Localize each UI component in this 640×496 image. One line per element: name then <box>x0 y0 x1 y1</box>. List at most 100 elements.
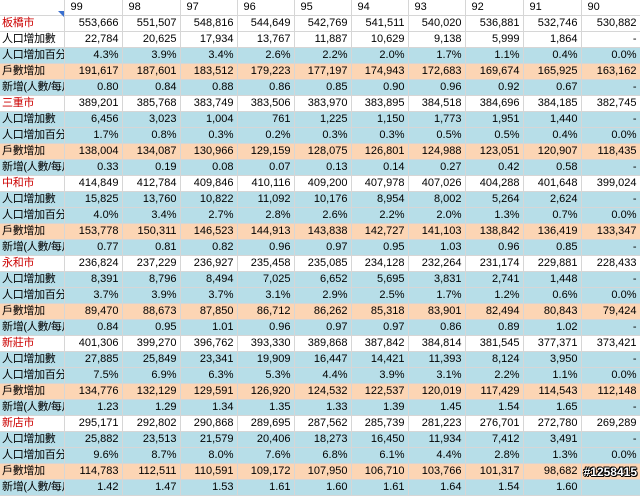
population-cell: 382,745 <box>581 95 640 112</box>
table-cell: 2.6% <box>294 207 352 224</box>
table-cell: 8,124 <box>465 351 524 368</box>
table-cell: 1.54 <box>465 479 524 496</box>
population-cell: 235,458 <box>237 255 295 272</box>
table-cell: 165,925 <box>523 63 582 80</box>
table-cell: 1,440 <box>523 111 582 128</box>
table-cell: 3,950 <box>523 351 582 368</box>
year-header-cell: 90 <box>581 0 640 16</box>
population-cell: 383,970 <box>294 95 352 112</box>
table-cell: 142,727 <box>351 223 409 240</box>
table-cell: 4.4% <box>294 367 352 384</box>
city-population-row: 板橋市 553,666 551,507 548,816 544,649 542,769 54… <box>0 15 640 32</box>
table-cell: 0.4% <box>523 127 582 144</box>
population-cell: 234,128 <box>351 255 409 272</box>
table-cell: 0.95 <box>351 239 409 256</box>
population-cell: 551,507 <box>122 15 181 32</box>
table-cell: 138,842 <box>465 223 524 240</box>
table-cell: 96,540 <box>581 463 640 480</box>
table-cell: 0.84 <box>122 79 181 96</box>
table-cell: 169,674 <box>465 63 524 80</box>
table-row: 人口增加數 6,456 3,023 1,004 761 1,225 1,150 1,773 1,… <box>0 111 640 128</box>
table-cell: 11,092 <box>237 191 295 208</box>
row-label: 人口增加數 <box>0 31 65 48</box>
table-cell: 0.86 <box>408 319 466 336</box>
population-cell: 544,649 <box>237 15 295 32</box>
table-cell: 6.3% <box>180 367 238 384</box>
table-cell: 146,523 <box>180 223 238 240</box>
table-cell: 1.34 <box>180 399 238 416</box>
table-cell: 11,887 <box>294 31 352 48</box>
table-cell: 0.14 <box>351 159 409 176</box>
table-cell: 0.19 <box>122 159 181 176</box>
table-cell: 0.0% <box>581 287 640 304</box>
table-row: 人口增加百分比7.5%6.9%6.3%5.3%4.4%3.9%3.1%2.2%1… <box>0 367 640 384</box>
table-row: 戶數增加 114,783 112,511 110,591 109,172 107,950 1… <box>0 463 640 480</box>
table-cell: 10,176 <box>294 191 352 208</box>
table-cell: 0.81 <box>122 239 181 256</box>
table-row: 人口增加百分比1.7%0.8%0.3%0.2%0.3%0.3%0.5%0.5%0… <box>0 127 640 144</box>
table-cell: 2.8% <box>237 207 295 224</box>
table-cell: 88,673 <box>122 303 181 320</box>
table-cell: 9,138 <box>408 31 466 48</box>
table-cell: 23,341 <box>180 351 238 368</box>
city-population-row: 中和市 414,849 412,784 409,846 410,116 409,200 40… <box>0 175 640 192</box>
table-cell: 0.85 <box>294 79 352 96</box>
population-cell: 401,648 <box>523 175 582 192</box>
table-row: 人口增加數 27,885 25,849 23,341 19,909 16,447 14,42… <box>0 351 640 368</box>
row-label: 人口增加數 <box>0 191 65 208</box>
row-label: 人口增加百分比 <box>0 207 65 224</box>
table-cell: 1.33 <box>294 399 352 416</box>
city-population-row: 新店市 295,171 292,802 290,868 289,695 287,562 28… <box>0 415 640 432</box>
table-cell: - <box>581 319 640 336</box>
table-cell: 1.45 <box>408 399 466 416</box>
table-cell: 183,512 <box>180 63 238 80</box>
table-cell: 0.27 <box>408 159 466 176</box>
row-label: 人口增加數 <box>0 351 65 368</box>
population-cell: 290,868 <box>180 415 238 432</box>
table-cell: 9.6% <box>64 447 123 464</box>
table-cell: 136,419 <box>523 223 582 240</box>
year-header-cell: 95 <box>294 0 352 16</box>
table-cell: 1.1% <box>523 367 582 384</box>
table-row: 人口增加數 25,882 23,513 21,579 20,406 18,273 16,45… <box>0 431 640 448</box>
table-cell: 3,491 <box>523 431 582 448</box>
table-cell: 1.7% <box>408 287 466 304</box>
table-cell: 4.0% <box>64 207 123 224</box>
table-cell: 163,162 <box>581 63 640 80</box>
table-cell: 1.61 <box>351 479 409 496</box>
table-cell: 1,951 <box>465 111 524 128</box>
table-cell: 14,421 <box>351 351 409 368</box>
row-label: 新增(人數/每戶) <box>0 159 65 176</box>
table-cell: 174,943 <box>351 63 409 80</box>
table-cell: 3.9% <box>122 47 181 64</box>
year-header-cell: 93 <box>408 0 466 16</box>
table-cell: 0.5% <box>465 127 524 144</box>
table-cell: 1.02 <box>523 319 582 336</box>
table-cell: 114,783 <box>64 463 123 480</box>
table-cell: 0.77 <box>64 239 123 256</box>
row-label: 人口增加數 <box>0 111 65 128</box>
city-name: 新店市 <box>0 415 65 432</box>
population-cell: 393,330 <box>237 335 295 352</box>
population-cell: 409,846 <box>180 175 238 192</box>
watermark: #1258415 <box>583 465 637 479</box>
row-label: 人口增加百分比 <box>0 447 65 464</box>
table-cell: 134,087 <box>122 143 181 160</box>
table-cell: 8,954 <box>351 191 409 208</box>
table-cell: 0.88 <box>180 79 238 96</box>
population-cell: 272,780 <box>523 415 582 432</box>
table-cell: 8,494 <box>180 271 238 288</box>
table-row: 人口增加數 22,784 20,625 17,934 13,767 11,887 10,62… <box>0 31 640 48</box>
table-cell: 2.7% <box>180 207 238 224</box>
population-cell: 412,784 <box>122 175 181 192</box>
table-cell: 0.5% <box>408 127 466 144</box>
table-cell: 5,695 <box>351 271 409 288</box>
table-row: 新增(人數/每戶)1.421.471.531.611.601.611.641.5… <box>0 479 640 496</box>
table-cell: 3,023 <box>122 111 181 128</box>
year-header-cell: 94 <box>351 0 409 16</box>
table-cell: 0.6% <box>523 287 582 304</box>
population-cell: 285,739 <box>351 415 409 432</box>
population-cell: 404,288 <box>465 175 524 192</box>
table-cell: 1.23 <box>64 399 123 416</box>
table-cell: 1.64 <box>408 479 466 496</box>
